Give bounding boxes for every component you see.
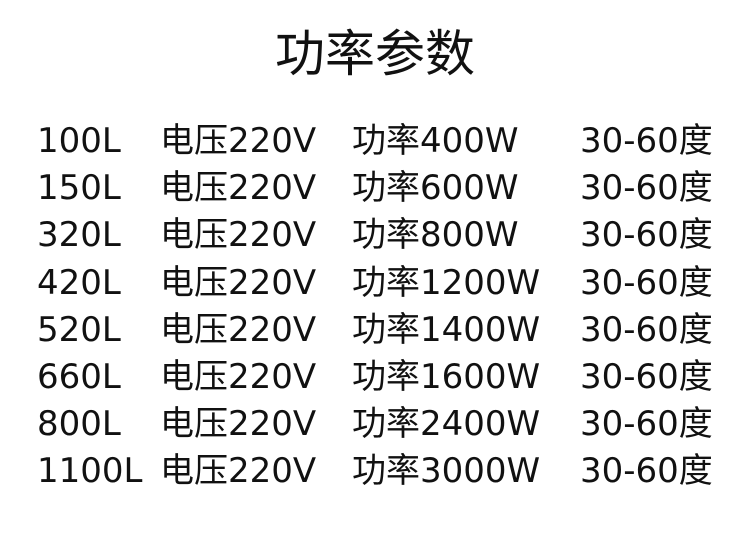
spec-row: 660L 电压220V 功率1600W 30-60度: [0, 354, 750, 400]
spec-power: 功率1400W: [352, 309, 541, 350]
spec-temp: 30-60度: [580, 121, 713, 161]
spec-row: 320L 电压220V 功率800W 30-60度: [0, 212, 750, 258]
spec-capacity: 150L: [37, 168, 121, 209]
spec-row: 100L 电压220V 功率400W 30-60度: [0, 118, 750, 164]
spec-capacity: 1100L: [37, 451, 143, 492]
spec-voltage: 电压220V: [160, 404, 317, 445]
spec-capacity: 660L: [37, 357, 121, 397]
spec-power: 功率400W: [352, 121, 519, 161]
spec-temp: 30-60度: [580, 215, 713, 256]
spec-power: 功率600W: [352, 168, 519, 209]
spec-temp: 30-60度: [580, 357, 713, 397]
spec-voltage: 电压220V: [160, 451, 317, 492]
spec-row: 420L 电压220V 功率1200W 30-60度: [0, 260, 750, 306]
spec-voltage: 电压220V: [160, 168, 317, 209]
spec-row: 150L 电压220V 功率600W 30-60度: [0, 165, 750, 211]
spec-capacity: 420L: [37, 262, 121, 303]
spec-temp: 30-60度: [580, 309, 713, 350]
spec-row: 1100L 电压220V 功率3000W 30-60度: [0, 448, 750, 494]
spec-temp: 30-60度: [580, 404, 713, 445]
spec-voltage: 电压220V: [160, 357, 317, 397]
spec-voltage: 电压220V: [160, 309, 317, 350]
page-title: 功率参数: [275, 25, 475, 83]
spec-capacity: 800L: [37, 404, 121, 445]
spec-row: 800L 电压220V 功率2400W 30-60度: [0, 401, 750, 447]
spec-capacity: 100L: [37, 121, 121, 161]
spec-row: 520L 电压220V 功率1400W 30-60度: [0, 307, 750, 353]
spec-power: 功率2400W: [352, 404, 541, 445]
spec-voltage: 电压220V: [160, 262, 317, 303]
spec-capacity: 520L: [37, 309, 121, 350]
spec-voltage: 电压220V: [160, 215, 317, 256]
spec-temp: 30-60度: [580, 262, 713, 303]
spec-temp: 30-60度: [580, 168, 713, 209]
spec-power: 功率1200W: [352, 262, 541, 303]
spec-power: 功率3000W: [352, 451, 541, 492]
spec-power: 功率1600W: [352, 357, 541, 397]
spec-voltage: 电压220V: [160, 121, 317, 161]
spec-capacity: 320L: [37, 215, 121, 256]
spec-power: 功率800W: [352, 215, 519, 256]
spec-temp: 30-60度: [580, 451, 713, 492]
